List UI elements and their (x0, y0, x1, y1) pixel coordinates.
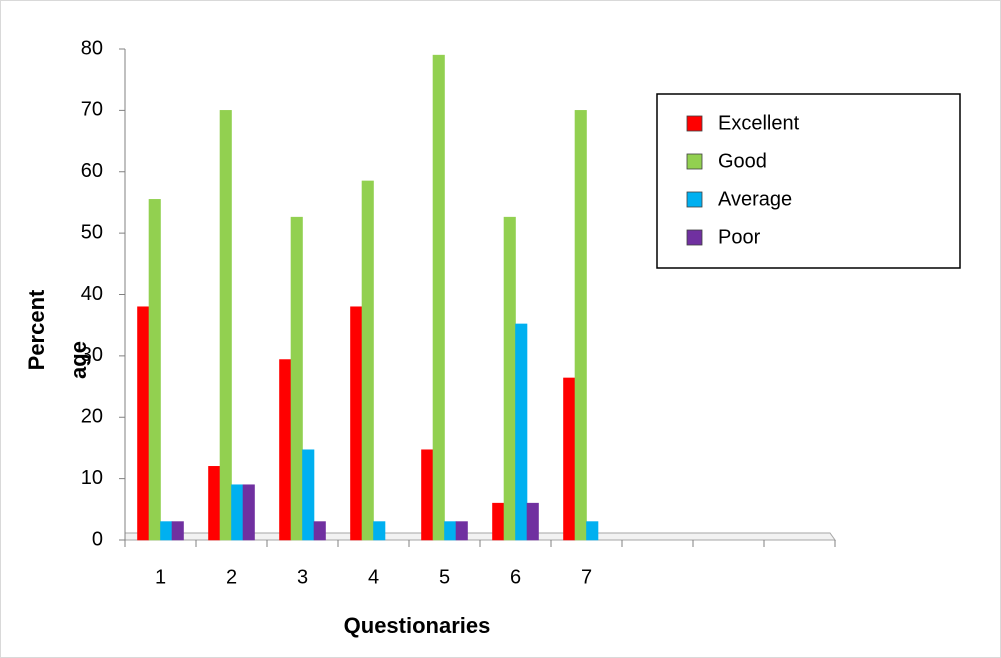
bar (160, 521, 173, 541)
bar (290, 216, 303, 541)
bar (515, 323, 528, 541)
legend-label: Good (718, 150, 767, 172)
legend-swatch (686, 153, 703, 170)
x-axis-title: Questionaries (344, 613, 491, 638)
bar (313, 521, 326, 541)
bar (455, 521, 468, 541)
bar (242, 484, 255, 541)
y-axis-title: Percent (24, 289, 49, 370)
bar (432, 54, 445, 541)
bar (231, 484, 244, 541)
bar (279, 359, 292, 541)
y-tick-label: 20 (81, 406, 103, 428)
y-tick-label: 40 (81, 283, 103, 305)
x-tick-label: 5 (439, 566, 450, 588)
bar (503, 216, 516, 541)
y-tick-label: 0 (92, 528, 103, 550)
y-tick-label: 50 (81, 221, 103, 243)
bar (350, 306, 363, 541)
bar (444, 521, 457, 541)
y-axis-title: age (66, 341, 91, 379)
bar (219, 110, 232, 541)
bar (361, 180, 374, 541)
y-tick-label: 80 (81, 37, 103, 59)
y-tick-label: 30 (81, 344, 103, 366)
bar (208, 466, 221, 541)
x-tick-label: 6 (510, 566, 521, 588)
bar (373, 521, 386, 541)
bar (421, 449, 434, 541)
legend-swatch (686, 229, 703, 246)
y-tick-label: 10 (81, 467, 103, 489)
x-tick-label: 2 (226, 566, 237, 588)
legend-swatch (686, 191, 703, 208)
bar (563, 377, 576, 541)
x-tick-label: 4 (368, 566, 379, 588)
bar (526, 502, 539, 541)
bar (586, 521, 599, 541)
legend-label: Excellent (718, 112, 800, 134)
bar (171, 521, 184, 541)
x-tick-label: 7 (581, 566, 592, 588)
legend-swatch (686, 115, 703, 132)
x-tick-label: 3 (297, 566, 308, 588)
legend-label: Poor (718, 226, 761, 248)
legend-label: Average (718, 188, 792, 210)
bar (574, 110, 587, 541)
bar (137, 306, 150, 541)
bar (148, 199, 161, 541)
bar (492, 502, 505, 541)
x-tick-label: 1 (155, 566, 166, 588)
y-tick-label: 70 (81, 99, 103, 121)
legend-box (656, 93, 961, 269)
y-tick-label: 60 (81, 160, 103, 182)
bar (302, 449, 315, 541)
